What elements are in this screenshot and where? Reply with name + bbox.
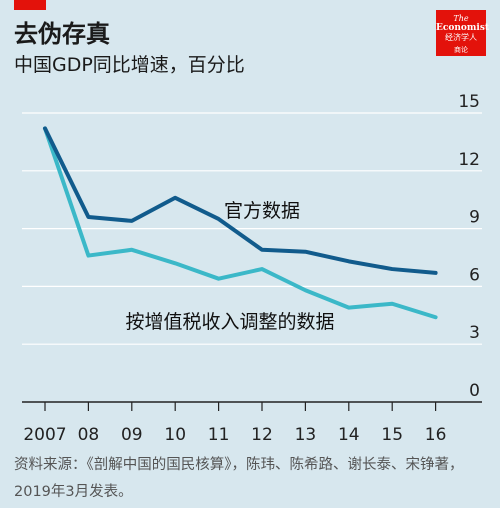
series-label-official: 官方数据 xyxy=(224,200,300,222)
economist-logo: The Economist 经济学人 商论 xyxy=(436,10,490,56)
y-tick-label: 6 xyxy=(469,265,480,285)
x-tick-label: 12 xyxy=(251,425,273,445)
source-note: 资料来源：《剖解中国的国民核算》，陈玮、陈希路、谢长泰、宋铮著，2019年3月发… xyxy=(14,457,464,500)
x-tick-label: 2007 xyxy=(23,425,66,445)
y-tick-label: 12 xyxy=(458,150,480,170)
chart-title: 去伪存真 xyxy=(14,20,110,48)
series-label-adjusted: 按增值税收入调整的数据 xyxy=(125,311,334,333)
y-tick-labels: 0 3 6 9 12 15 xyxy=(458,92,480,401)
logo-line-4: 商论 xyxy=(454,46,468,54)
x-tick-label: 09 xyxy=(121,425,143,445)
x-tick-label: 14 xyxy=(338,425,360,445)
y-tick-label: 0 xyxy=(469,381,480,401)
x-tick-label: 16 xyxy=(425,425,447,445)
chart-subtitle: 中国GDP同比增速，百分比 xyxy=(14,54,245,76)
y-tick-label: 15 xyxy=(458,92,480,112)
x-tick-label: 15 xyxy=(381,425,403,445)
logo-line-2: Economist xyxy=(436,23,490,33)
grid-lines xyxy=(22,112,482,345)
x-tick-label: 11 xyxy=(208,425,230,445)
x-tick-labels: 2007 08 09 10 11 12 13 14 15 16 xyxy=(23,425,446,445)
x-tick-label: 10 xyxy=(164,425,186,445)
y-tick-label: 9 xyxy=(469,208,480,228)
logo-line-1: The xyxy=(453,14,469,23)
series-line-adjusted xyxy=(43,126,438,320)
y-tick-label: 3 xyxy=(469,323,480,343)
logo-line-3: 经济学人 xyxy=(445,33,477,42)
x-tick-label: 13 xyxy=(295,425,317,445)
series-line-official xyxy=(43,126,438,275)
brand-red-tab xyxy=(14,0,46,10)
x-axis xyxy=(22,401,482,411)
x-tick-label: 08 xyxy=(78,425,100,445)
series-lines xyxy=(43,126,438,320)
